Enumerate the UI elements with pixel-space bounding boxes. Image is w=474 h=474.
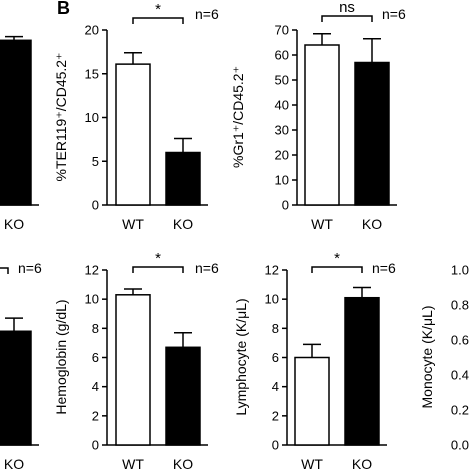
gr1-y-tick-label: 70 (275, 23, 289, 38)
gr1-n-label: n=6 (382, 6, 406, 22)
lymphocyte-y-tick-label: 8 (272, 321, 279, 336)
hemoglobin-y-tick-label: 10 (85, 292, 99, 307)
lymphocyte-y-tick-label: 12 (265, 263, 279, 278)
left-top-partial-bar-ko (0, 39, 32, 206)
hemoglobin-y-tick-label: 2 (92, 408, 99, 423)
ter119-x-label-wt: WT (122, 216, 144, 232)
monocyte-partial-y-tick-label: 0.8 (451, 298, 469, 313)
lymphocyte-y-tick-label: 4 (272, 379, 279, 394)
gr1-sig-bracket (321, 15, 373, 22)
gr1-y-axis-label: %Gr1⁺/CD45.2⁺ (230, 66, 246, 168)
ter119-y-tick-label: 5 (92, 154, 99, 169)
hemoglobin-y-tick-label: 8 (92, 321, 99, 336)
lymphocyte-bar-wt (294, 356, 330, 446)
hemoglobin-bar-ko (165, 346, 201, 446)
lymphocyte-x-label-ko: KO (352, 456, 372, 472)
hemoglobin-y-axis-label: Hemoglobin (g/dL) (53, 299, 69, 414)
ter119-sig-bracket (132, 17, 184, 24)
lymphocyte-sig-bracket (311, 266, 363, 273)
hemoglobin-y-tick-label: 4 (92, 379, 99, 394)
hemoglobin-y-tick-label: 6 (92, 350, 99, 365)
gr1-bar-ko (354, 61, 390, 206)
hemoglobin-y-tick-label: 0 (92, 438, 99, 453)
monocyte-partial-y-tick-label: 0.6 (451, 333, 469, 348)
hemoglobin-n-label: n=6 (195, 260, 219, 276)
lymphocyte-y-axis-label: Lymphocyte (K/μL) (233, 298, 249, 415)
ter119-x-label-ko: KO (173, 216, 193, 232)
hemoglobin-x-label-wt: WT (122, 456, 144, 472)
lymphocyte-y-tick-label: 10 (265, 292, 279, 307)
gr1-y-tick-label: 30 (275, 123, 289, 138)
ter119-y-tick-label: 10 (85, 110, 99, 125)
gr1-bar-wt (304, 44, 340, 206)
monocyte-partial-y-axis-label: Monocyte (K/μL) (419, 306, 435, 409)
lymphocyte-y-tick-label: 6 (272, 350, 279, 365)
hemoglobin-y-tick-label: 12 (85, 263, 99, 278)
gr1-sig-label: ns (339, 0, 355, 16)
hemoglobin-bar-wt (115, 294, 151, 446)
left-bottom-partial-n-label: n=6 (18, 260, 42, 276)
left-bottom-partial-sig-bracket (0, 267, 9, 274)
lymphocyte-n-label: n=6 (372, 260, 396, 276)
gr1-y-tick-label: 0 (282, 198, 289, 213)
left-top-partial-x-label-ko: KO (4, 216, 24, 232)
gr1-x-label-wt: WT (311, 216, 333, 232)
ter119-y-tick-label: 20 (85, 23, 99, 38)
panel-letter: B (57, 0, 70, 18)
monocyte-partial-y-tick-label: 0.4 (451, 368, 469, 383)
monocyte-partial-y-tick-label: 0.2 (451, 403, 469, 418)
lymphocyte-y-tick-label: 0 (272, 438, 279, 453)
hemoglobin-sig-bracket (132, 266, 184, 273)
left-bottom-partial-x-label-ko: KO (4, 456, 24, 472)
gr1-y-tick-label: 20 (275, 148, 289, 163)
lymphocyte-x-label-wt: WT (301, 456, 323, 472)
ter119-sig-label: * (155, 1, 161, 18)
gr1-y-tick-label: 10 (275, 173, 289, 188)
ter119-bar-wt (115, 63, 151, 206)
gr1-y-tick-label: 50 (275, 73, 289, 88)
gr1-y-tick-label: 60 (275, 48, 289, 63)
hemoglobin-sig-label: * (155, 250, 161, 267)
left-bottom-partial-bar-ko (0, 330, 32, 446)
monocyte-partial-y-tick-label: 0.0 (451, 438, 469, 453)
ter119-y-axis-label: %TER119⁺/CD45.2⁺ (53, 53, 69, 182)
ter119-y-tick-label: 0 (92, 198, 99, 213)
lymphocyte-y-tick-label: 2 (272, 408, 279, 423)
hemoglobin-x-label-ko: KO (173, 456, 193, 472)
lymphocyte-bar-ko (344, 296, 380, 446)
ter119-n-label: n=6 (195, 6, 219, 22)
monocyte-partial-y-tick-label: 1.0 (451, 263, 469, 278)
ter119-bar-ko (165, 151, 201, 206)
ter119-y-tick-label: 15 (85, 66, 99, 81)
lymphocyte-sig-label: * (334, 250, 340, 267)
gr1-y-tick-label: 40 (275, 98, 289, 113)
gr1-x-label-ko: KO (362, 216, 382, 232)
